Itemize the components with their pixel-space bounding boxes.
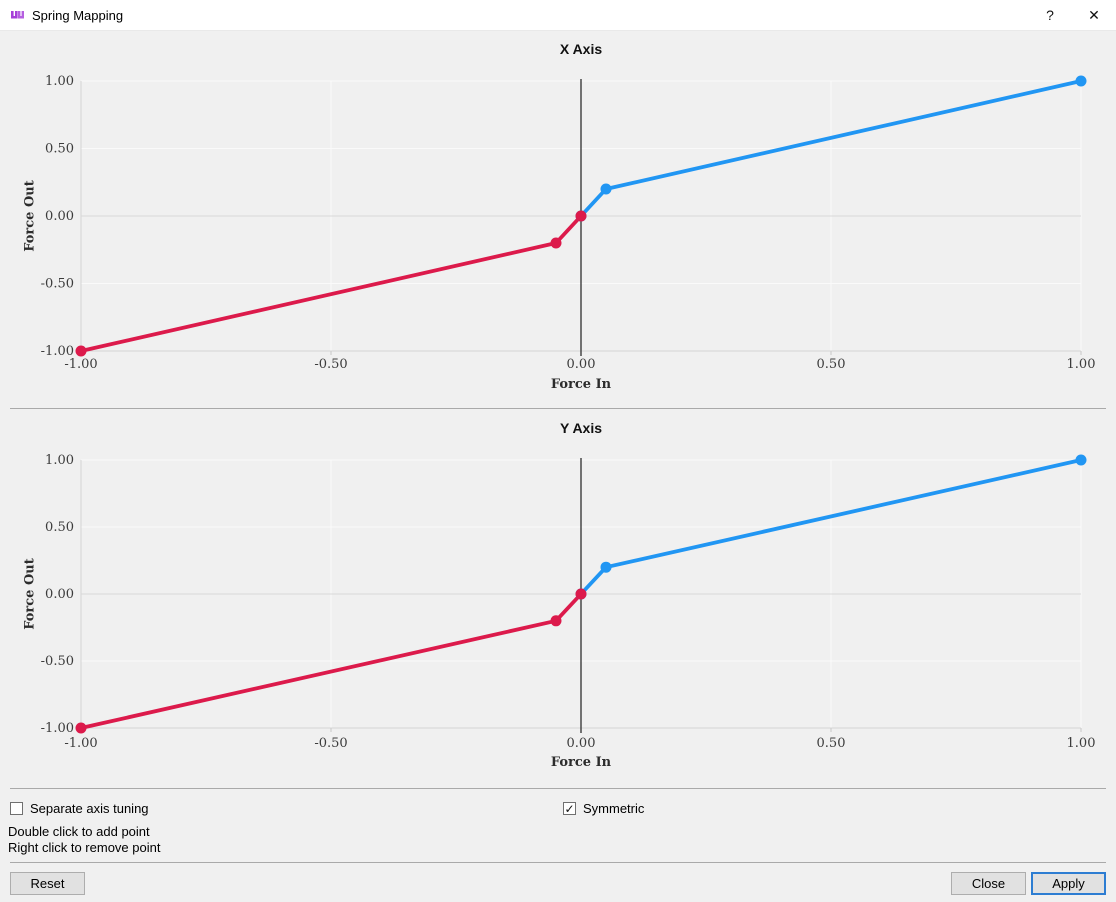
x-tick-label: 0.00: [567, 736, 596, 751]
instruction-remove-point: Right click to remove point: [8, 840, 161, 855]
curve-point[interactable]: [75, 722, 87, 734]
y-tick-label: -0.50: [41, 654, 74, 669]
symmetric-checkbox-row[interactable]: ✓ Symmetric: [563, 800, 644, 817]
app-icon: [11, 11, 24, 19]
y-tick-label: 1.00: [45, 453, 74, 468]
x-axis-chart[interactable]: -1.00 -0.50 0.00 0.50 1.00 -1.00 -0.50 0.00 0.50…: [0, 30, 1116, 408]
separator-above-controls: [10, 788, 1106, 789]
instruction-add-point: Double click to add point: [8, 824, 150, 839]
y-tick-label: 0.00: [45, 587, 74, 602]
y-tick-label: -1.00: [41, 344, 74, 359]
x-tick-label: -1.00: [64, 736, 97, 751]
apply-button[interactable]: Apply: [1031, 872, 1106, 895]
x-tick-label: 1.00: [1067, 736, 1096, 751]
y-axis-chart[interactable]: -1.00 -0.50 0.00 0.50 1.00 -1.00 -0.50 0.00 0.50…: [0, 408, 1116, 789]
y-tick-label: 0.50: [45, 142, 74, 157]
chart-title-x-axis: X Axis: [559, 41, 603, 57]
help-button[interactable]: ?: [1028, 0, 1072, 30]
x-axis-label-chart1: Force In: [550, 755, 612, 770]
y-tick-label: 1.00: [45, 74, 74, 89]
x-tick-label: -0.50: [314, 736, 347, 751]
curve-point[interactable]: [1075, 454, 1087, 466]
curve-point[interactable]: [600, 561, 612, 573]
y-tick-label: 0.50: [45, 520, 74, 535]
curve-point[interactable]: [550, 615, 562, 627]
title-bar: Spring Mapping ? ✕: [0, 0, 1116, 31]
curve-point[interactable]: [575, 588, 587, 600]
separate-axis-tuning-checkbox[interactable]: [10, 802, 23, 815]
y-tick-label: -0.50: [41, 277, 74, 292]
y-axis-label-text: Force Out: [22, 180, 38, 252]
separate-axis-tuning-label: Separate axis tuning: [30, 801, 149, 816]
curve-point[interactable]: [550, 237, 562, 249]
y-tick-label: 0.00: [45, 209, 74, 224]
x-tick-label: 0.50: [817, 357, 846, 372]
x-tick-label: -0.50: [314, 357, 347, 372]
separate-axis-tuning-checkbox-row[interactable]: Separate axis tuning: [10, 800, 149, 817]
x-tick-label: -1.00: [64, 357, 97, 372]
window-title: Spring Mapping: [32, 7, 124, 23]
y-axis-label-text: Force Out: [22, 558, 38, 630]
x-tick-label: 0.50: [817, 736, 846, 751]
curve-point[interactable]: [600, 183, 612, 195]
x-axis-label-chart0: Force In: [550, 377, 612, 392]
x-tick-label: 0.00: [567, 357, 596, 372]
separator-between-charts: [10, 408, 1106, 409]
close-button[interactable]: ✕: [1072, 0, 1116, 30]
symmetric-label: Symmetric: [583, 801, 645, 816]
reset-button[interactable]: Reset: [10, 872, 85, 895]
separator-above-buttons: [10, 862, 1106, 863]
symmetric-checkbox[interactable]: ✓: [563, 801, 576, 816]
curve-point[interactable]: [75, 345, 87, 357]
close-dialog-button[interactable]: Close: [951, 872, 1026, 895]
y-tick-label: -1.00: [41, 721, 74, 736]
x-tick-label: 1.00: [1067, 357, 1096, 372]
curve-point[interactable]: [575, 210, 587, 222]
curve-point[interactable]: [1075, 75, 1087, 87]
chart-title-y-axis: Y Axis: [559, 420, 603, 436]
